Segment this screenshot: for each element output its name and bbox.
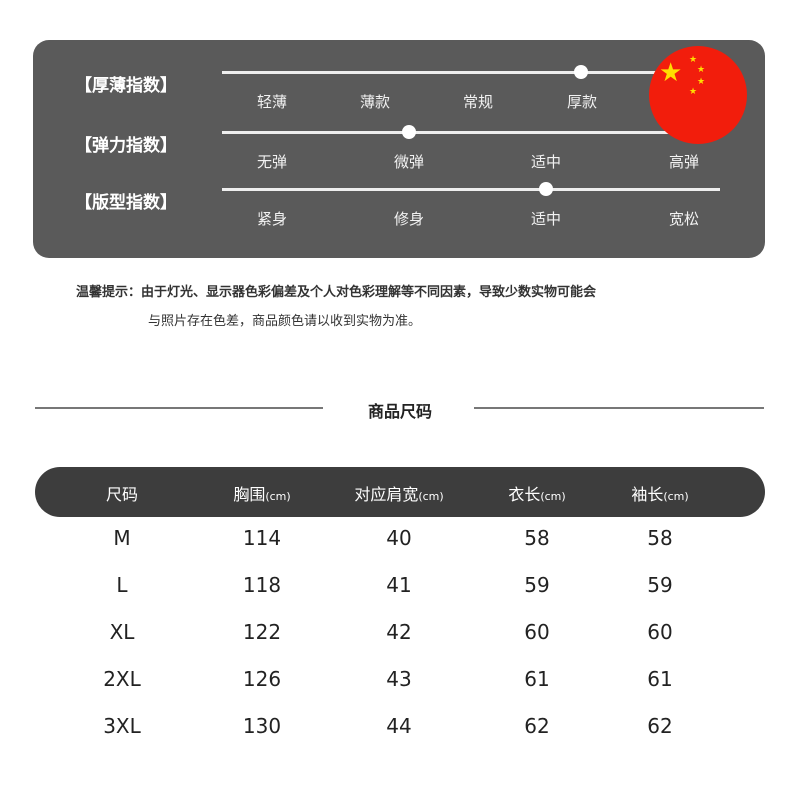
index-option: 适中 <box>530 153 562 171</box>
index-slider-track <box>222 125 720 139</box>
section-title: 商品尺码 <box>367 402 432 421</box>
index-option: 厚款 <box>566 93 598 111</box>
index-label: 【厚薄指数】 <box>75 76 177 96</box>
index-label: 【弹力指数】 <box>75 136 177 156</box>
table-cell: L <box>116 573 128 597</box>
index-slider-track <box>222 65 720 79</box>
table-cell: 61 <box>647 667 673 691</box>
table-header: 尺码 胸围(cm) 对应肩宽(cm) 衣长(cm) 袖长(cm) <box>35 467 765 517</box>
divider-left <box>35 407 323 409</box>
index-option: 适中 <box>530 210 562 228</box>
table-cell: 62 <box>524 714 550 738</box>
index-option: 宽松 <box>668 210 700 228</box>
index-option: 紧身 <box>256 210 288 228</box>
table-cell: 3XL <box>103 714 141 738</box>
table-cell: 122 <box>242 620 282 644</box>
column-header: 尺码 <box>106 481 138 505</box>
table-cell: 62 <box>647 714 673 738</box>
table-cell: 59 <box>647 573 673 597</box>
column-header-unit: (cm) <box>663 490 689 503</box>
table-cell: 130 <box>242 714 282 738</box>
table-cell: XL <box>109 620 135 644</box>
table-cell: 114 <box>242 526 282 550</box>
table-cell: 41 <box>386 573 412 597</box>
column-header-unit: (cm) <box>418 490 444 503</box>
column-header: 胸围(cm) <box>233 481 290 505</box>
table-cell: 58 <box>524 526 550 550</box>
column-header-name: 尺码 <box>105 485 139 504</box>
column-header-unit: (cm) <box>540 490 566 503</box>
index-slider-knob <box>573 65 588 79</box>
table-cell: 118 <box>242 573 282 597</box>
divider-right <box>474 407 764 409</box>
index-option: 轻薄 <box>256 93 288 111</box>
table-cell: M <box>113 526 131 550</box>
index-label: 【版型指数】 <box>75 193 177 213</box>
column-header-name: 衣长 <box>508 485 541 504</box>
index-slider-knob <box>401 125 416 139</box>
table-cell: 61 <box>524 667 550 691</box>
column-header-name: 胸围 <box>233 485 266 504</box>
table-cell: 40 <box>386 526 412 550</box>
table-cell: 44 <box>386 714 412 738</box>
column-header: 袖长(cm) <box>631 481 688 505</box>
china-flag-icon: ★ ★ ★ ★ ★ <box>649 46 747 144</box>
column-header-name: 袖长 <box>631 485 664 504</box>
index-slider-track <box>222 182 720 196</box>
table-cell: 60 <box>647 620 673 644</box>
index-option: 微弹 <box>393 153 425 171</box>
table-cell: 43 <box>386 667 412 691</box>
column-header: 对应肩宽(cm) <box>354 481 443 505</box>
table-cell: 42 <box>386 620 412 644</box>
index-option: 常规 <box>462 93 494 111</box>
table-cell: 58 <box>647 526 673 550</box>
index-option: 修身 <box>393 210 425 228</box>
table-cell: 59 <box>524 573 550 597</box>
index-slider-knob <box>538 182 553 196</box>
fabric-index-panel: 【厚薄指数】 轻薄 薄款 常规 厚款 【弹力指数】 无弹 微弹 适中 高弹 【版型指数】 紧身 修身 适中… <box>33 40 765 258</box>
column-header-unit: (cm) <box>265 490 291 503</box>
index-option: 高弹 <box>668 153 700 171</box>
table-cell: 126 <box>242 667 282 691</box>
column-header: 衣长(cm) <box>508 481 565 505</box>
note-line-1: 温馨提示：由于灯光、显示器色彩偏差及个人对色彩理解等不同因素，导致少数实物可能会 <box>76 285 597 300</box>
index-option: 无弹 <box>256 153 288 171</box>
column-header-name: 对应肩宽 <box>354 485 419 504</box>
table-cell: 2XL <box>103 667 141 691</box>
table-cell: 60 <box>524 620 550 644</box>
note-line-2: 与照片存在色差，商品颜色请以收到实物为准。 <box>148 314 422 329</box>
index-option: 薄款 <box>359 93 391 111</box>
